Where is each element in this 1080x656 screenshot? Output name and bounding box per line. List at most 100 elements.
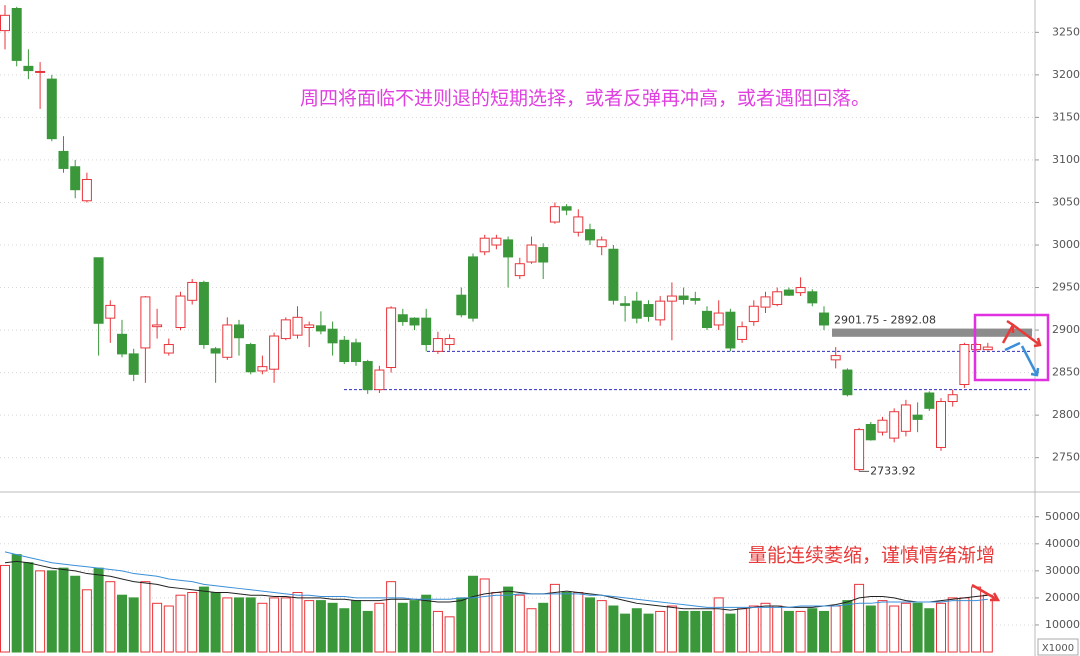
volume-bar <box>362 610 373 653</box>
volume-bar <box>234 597 244 653</box>
volume-bar <box>245 597 256 653</box>
volume-bar <box>573 591 584 653</box>
arrow-head <box>1033 337 1042 348</box>
volume-bar <box>187 591 198 653</box>
volume-bar <box>339 608 350 653</box>
candle-body <box>386 307 397 368</box>
candle-body <box>491 237 502 246</box>
volume-bar <box>725 613 736 653</box>
candle-body <box>947 394 958 403</box>
candle-body <box>421 317 432 346</box>
candle-body <box>339 339 350 363</box>
volume-bar <box>175 594 186 653</box>
gap-label: 2901.75 - 2892.08 <box>834 314 936 327</box>
volume-bar <box>23 562 34 653</box>
volume-bar <box>327 602 338 653</box>
volume-bar <box>959 597 970 653</box>
candle-body <box>163 344 174 354</box>
volume-bar <box>760 602 771 653</box>
y-tick-label: 3000 <box>1052 238 1080 251</box>
candle-body <box>959 344 970 386</box>
volume-bar <box>432 610 443 653</box>
volume-bar <box>198 586 209 653</box>
chart-title: 周四将面临不进则退的短期选择，或者反弹再冲高，或者遇阻回落。 <box>300 88 870 110</box>
candle-body <box>573 216 584 233</box>
candle-body <box>198 281 209 346</box>
volume-bar <box>128 597 139 653</box>
unit-box <box>1037 638 1079 656</box>
candle-body <box>245 344 256 373</box>
volume-bar <box>421 594 432 653</box>
candle-body <box>924 392 935 409</box>
candle-body <box>374 369 385 391</box>
y-tick-label: 3100 <box>1052 153 1080 166</box>
candle-body <box>105 304 116 319</box>
candle-body <box>596 239 607 248</box>
y-tick-label: 2850 <box>1052 366 1080 379</box>
volume-bar <box>257 602 268 653</box>
candle-body <box>117 333 127 355</box>
candle-body <box>46 78 57 140</box>
volume-bar <box>304 600 315 653</box>
plot: 2750 2800 2850 2900 2950 3000 3050 3100 3150 3200… <box>0 5 1080 653</box>
candle-body <box>304 324 315 329</box>
candle-body <box>362 361 373 391</box>
y-tick-label: 30000 <box>1045 564 1080 577</box>
volume-bar <box>690 610 701 653</box>
candle-body <box>70 166 81 191</box>
volume-bar <box>807 608 818 653</box>
volume-bar <box>292 591 303 653</box>
volume-bar <box>608 605 619 653</box>
candle-body <box>889 411 900 439</box>
y-tick-label: 2900 <box>1052 323 1080 336</box>
low-label: 2733.92 <box>870 464 916 477</box>
volume-bar <box>444 616 455 653</box>
candle-body <box>842 369 853 396</box>
candle-body <box>912 414 923 420</box>
volume-bar <box>514 594 525 653</box>
volume-bar <box>479 578 490 653</box>
candle-body <box>608 248 619 301</box>
candle-body <box>666 295 677 302</box>
candle-body <box>585 229 595 241</box>
candle-body <box>643 304 654 317</box>
candle-body <box>561 206 572 211</box>
volume-bar <box>620 613 631 653</box>
candle-body <box>479 237 490 253</box>
volume-bar <box>936 602 946 653</box>
volume-bar <box>713 597 724 653</box>
volume-bar <box>374 602 385 653</box>
arrow-head <box>1006 319 1015 333</box>
candle-body <box>982 346 993 351</box>
candle-body <box>760 296 771 308</box>
candle-body <box>807 291 818 304</box>
volume-bar <box>678 610 689 653</box>
candle-body <box>140 296 151 349</box>
candle-body <box>327 328 338 344</box>
candle-body <box>257 366 268 372</box>
y-tick-label: 50000 <box>1045 510 1080 523</box>
candle-body <box>222 324 233 358</box>
y-tick-label: 2750 <box>1052 451 1080 464</box>
candle-body <box>351 342 361 363</box>
candle-body <box>292 316 303 336</box>
candle-body <box>620 303 631 306</box>
volume-bar <box>912 602 923 653</box>
candle-body <box>854 429 865 471</box>
volume-bar <box>351 600 361 653</box>
candle-body <box>900 404 911 432</box>
volume-bar <box>655 610 666 653</box>
volume-bar <box>795 610 806 653</box>
volume-bar <box>666 605 677 653</box>
volume-bar <box>222 597 233 653</box>
y-tick-label: 3150 <box>1052 110 1080 123</box>
volume-bar <box>93 567 104 653</box>
volume-bar <box>152 602 163 653</box>
gap-band <box>832 328 1032 337</box>
candle-body <box>737 326 748 340</box>
candle-body <box>11 8 22 61</box>
candle-body <box>772 291 783 306</box>
volume-bar <box>58 567 69 653</box>
volume-bar <box>468 575 478 653</box>
candle-body <box>503 239 514 258</box>
